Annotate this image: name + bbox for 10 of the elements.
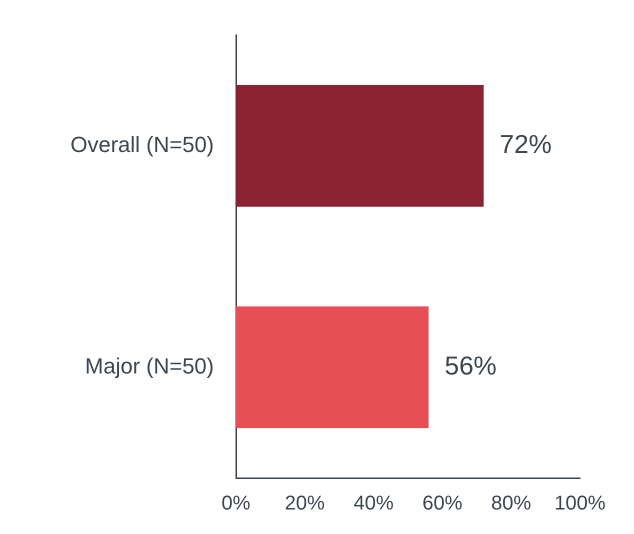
data-label: 56% (444, 350, 497, 380)
x-tick-label: 40% (354, 492, 394, 515)
data-label: 72% (500, 129, 552, 160)
x-tick-label: 100% (554, 492, 606, 515)
x-tick-label: 0% (222, 492, 251, 515)
x-tick-label: 80% (491, 492, 532, 515)
x-tick-label: 20% (284, 492, 326, 515)
y-tick-label: Overall (N=50) (70, 132, 214, 157)
x-tick-label: 60% (422, 492, 463, 515)
y-tick-label: Major (N=50) (85, 353, 214, 378)
